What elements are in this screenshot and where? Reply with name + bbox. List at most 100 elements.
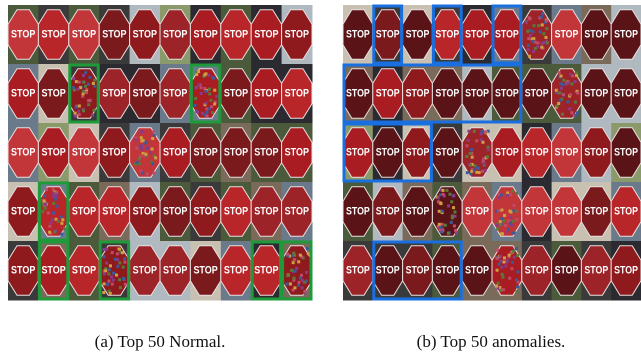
sign-text: STOP xyxy=(41,28,65,40)
noise-speck xyxy=(534,47,537,50)
noise-speck xyxy=(146,146,149,149)
noise-speck xyxy=(122,277,125,280)
noise-speck xyxy=(527,37,530,40)
noise-speck xyxy=(112,272,115,275)
sign-text: STOP xyxy=(72,28,96,40)
noise-speck xyxy=(508,277,511,280)
sign-text: STOP xyxy=(193,205,217,217)
noise-speck xyxy=(82,74,85,77)
noise-speck xyxy=(529,34,532,37)
noise-speck xyxy=(467,139,470,142)
noise-speck xyxy=(151,148,154,151)
noise-speck xyxy=(195,87,198,90)
noise-speck xyxy=(561,113,564,116)
noise-speck xyxy=(525,21,528,24)
sign-text: STOP xyxy=(406,146,430,158)
sign-text: STOP xyxy=(614,146,638,158)
noise-speck xyxy=(558,91,561,94)
noise-speck xyxy=(103,282,106,285)
noise-speck xyxy=(196,110,199,113)
sign-text: STOP xyxy=(465,87,489,99)
noise-speck xyxy=(198,84,201,87)
sign-text: STOP xyxy=(555,146,579,158)
sign-text: STOP xyxy=(133,264,157,276)
sign-text: STOP xyxy=(224,264,248,276)
noise-speck xyxy=(471,156,474,159)
noise-speck xyxy=(77,110,80,113)
noise-speck xyxy=(205,102,208,105)
noise-speck xyxy=(532,37,535,40)
sign-text: STOP xyxy=(376,205,400,217)
noise-speck xyxy=(499,289,502,292)
noise-speck xyxy=(72,86,75,89)
sign-text: STOP xyxy=(465,264,489,276)
noise-speck xyxy=(499,260,502,263)
sign-text: STOP xyxy=(465,28,489,40)
noise-speck xyxy=(558,71,561,74)
noise-speck xyxy=(140,136,143,139)
noise-speck xyxy=(197,70,200,73)
noise-speck xyxy=(440,202,443,205)
sign-text: STOP xyxy=(376,28,400,40)
noise-speck xyxy=(496,228,499,231)
noise-speck xyxy=(438,223,441,226)
noise-speck xyxy=(206,115,209,118)
noise-speck xyxy=(56,205,59,208)
noise-speck xyxy=(118,261,121,264)
noise-speck xyxy=(109,292,112,295)
noise-speck xyxy=(442,193,445,196)
sign-text: STOP xyxy=(555,264,579,276)
sign-text: STOP xyxy=(224,205,248,217)
noise-speck xyxy=(441,189,444,192)
noise-speck xyxy=(499,223,502,226)
sign-text: STOP xyxy=(133,87,157,99)
noise-speck xyxy=(210,105,213,108)
noise-speck xyxy=(93,79,96,82)
sign-text: STOP xyxy=(376,87,400,99)
noise-speck xyxy=(93,109,96,112)
noise-speck xyxy=(497,282,500,285)
sign-text: STOP xyxy=(72,146,96,158)
noise-speck xyxy=(292,252,295,255)
noise-speck xyxy=(532,24,535,27)
noise-speck xyxy=(497,209,500,212)
noise-speck xyxy=(115,274,118,277)
sign-text: STOP xyxy=(376,264,400,276)
noise-speck xyxy=(562,79,565,82)
noise-speck xyxy=(286,282,289,285)
sign-text: STOP xyxy=(224,87,248,99)
noise-speck xyxy=(473,130,476,133)
noise-speck xyxy=(467,130,470,133)
noise-speck xyxy=(569,73,572,76)
noise-speck xyxy=(91,114,94,117)
sign-text: STOP xyxy=(406,264,430,276)
noise-speck xyxy=(500,266,503,269)
sign-text: STOP xyxy=(133,28,157,40)
sign-text: STOP xyxy=(525,264,549,276)
noise-speck xyxy=(144,153,147,156)
sign-text: STOP xyxy=(254,87,278,99)
sign-text: STOP xyxy=(406,87,430,99)
noise-speck xyxy=(469,164,472,167)
noise-speck xyxy=(437,200,440,203)
noise-speck xyxy=(52,188,55,191)
noise-speck xyxy=(481,170,484,173)
noise-speck xyxy=(140,148,143,151)
noise-speck xyxy=(119,286,122,289)
noise-speck xyxy=(102,291,105,294)
noise-speck xyxy=(501,232,504,235)
noise-speck xyxy=(53,230,56,233)
stop-sign xyxy=(522,10,552,60)
sign-text: STOP xyxy=(555,28,579,40)
noise-speck xyxy=(297,281,300,284)
noise-speck xyxy=(574,113,577,116)
noise-speck xyxy=(203,73,206,76)
sign-text: STOP xyxy=(41,264,65,276)
noise-speck xyxy=(509,216,512,219)
noise-speck xyxy=(536,41,539,44)
sign-text: STOP xyxy=(224,28,248,40)
noise-speck xyxy=(566,100,569,103)
noise-speck xyxy=(575,74,578,77)
noise-speck xyxy=(512,220,515,223)
noise-speck xyxy=(215,95,218,98)
